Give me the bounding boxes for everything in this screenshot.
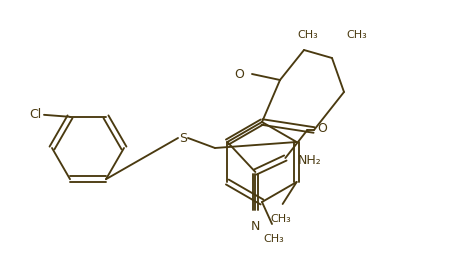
Text: O: O [317, 122, 327, 134]
Text: N: N [250, 220, 259, 233]
Text: CH₃: CH₃ [270, 214, 290, 224]
Text: S: S [179, 132, 187, 145]
Text: NH₂: NH₂ [297, 154, 320, 166]
Text: CH₃: CH₃ [263, 234, 284, 244]
Text: O: O [234, 68, 244, 80]
Text: CH₃: CH₃ [345, 30, 366, 40]
Text: Cl: Cl [30, 108, 42, 121]
Text: CH₃: CH₃ [297, 30, 318, 40]
